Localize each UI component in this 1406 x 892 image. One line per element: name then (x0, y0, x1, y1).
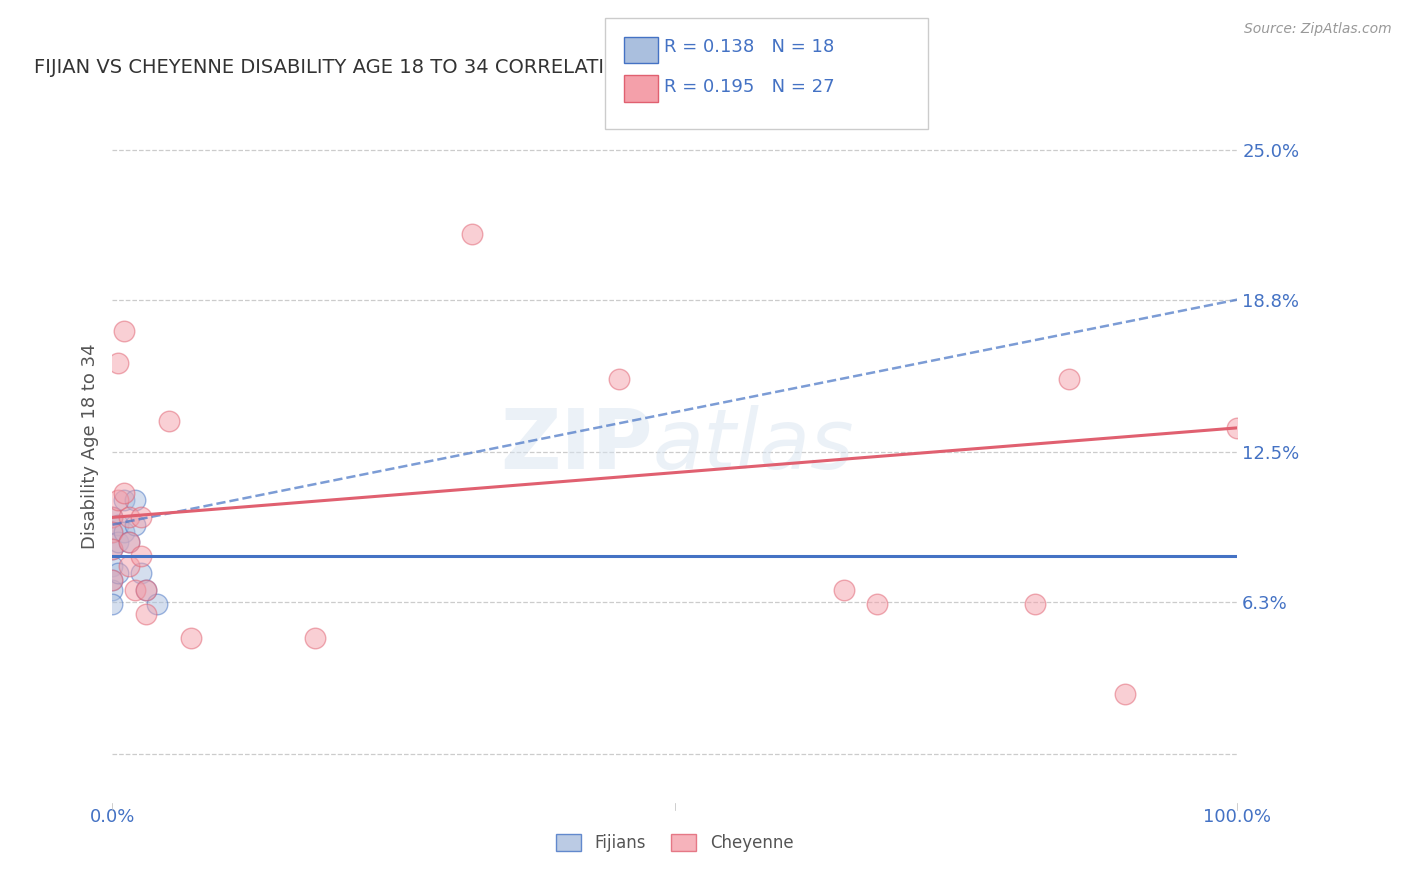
Point (118, 558, 141, 573)
Y-axis label: Disability Age 18 to 34: Disability Age 18 to 34 (80, 343, 98, 549)
Point (1057, 372, 1080, 386)
Point (112, 524, 135, 539)
Point (107, 493, 129, 508)
Point (112, 493, 135, 508)
Point (129, 549, 152, 563)
Point (118, 510, 141, 524)
Legend: Fijians, Cheyenne: Fijians, Cheyenne (550, 827, 800, 859)
Text: atlas: atlas (652, 406, 853, 486)
Text: R = 0.195   N = 27: R = 0.195 N = 27 (664, 78, 834, 95)
Point (101, 574, 124, 588)
Point (107, 534, 129, 549)
Point (101, 574, 124, 588)
Point (124, 493, 146, 508)
Point (124, 517, 146, 532)
Point (107, 355, 129, 369)
Point (101, 558, 124, 573)
Point (135, 607, 157, 621)
Point (101, 510, 124, 524)
Point (101, 598, 124, 612)
Point (461, 227, 484, 242)
Point (129, 510, 152, 524)
Point (180, 632, 202, 646)
Point (101, 541, 124, 556)
Point (118, 534, 141, 549)
Point (101, 582, 124, 597)
Point (607, 372, 630, 386)
Point (866, 598, 889, 612)
Point (101, 524, 124, 539)
Point (135, 582, 157, 597)
Point (832, 582, 855, 597)
Point (107, 517, 129, 532)
Text: Source: ZipAtlas.com: Source: ZipAtlas.com (1244, 22, 1392, 37)
Point (101, 541, 124, 556)
Point (1024, 598, 1046, 612)
Point (1226, 421, 1249, 435)
Text: ZIP: ZIP (501, 406, 652, 486)
Point (124, 582, 146, 597)
Point (101, 510, 124, 524)
Point (304, 632, 326, 646)
Point (146, 598, 169, 612)
Point (112, 486, 135, 500)
Text: FIJIAN VS CHEYENNE DISABILITY AGE 18 TO 34 CORRELATION CHART: FIJIAN VS CHEYENNE DISABILITY AGE 18 TO … (34, 57, 706, 77)
Point (129, 566, 152, 580)
Point (135, 582, 157, 597)
Point (1114, 687, 1136, 701)
Point (101, 524, 124, 539)
Point (118, 534, 141, 549)
Point (107, 566, 129, 580)
Point (112, 324, 135, 338)
Point (157, 414, 180, 428)
Text: R = 0.138   N = 18: R = 0.138 N = 18 (664, 38, 834, 56)
